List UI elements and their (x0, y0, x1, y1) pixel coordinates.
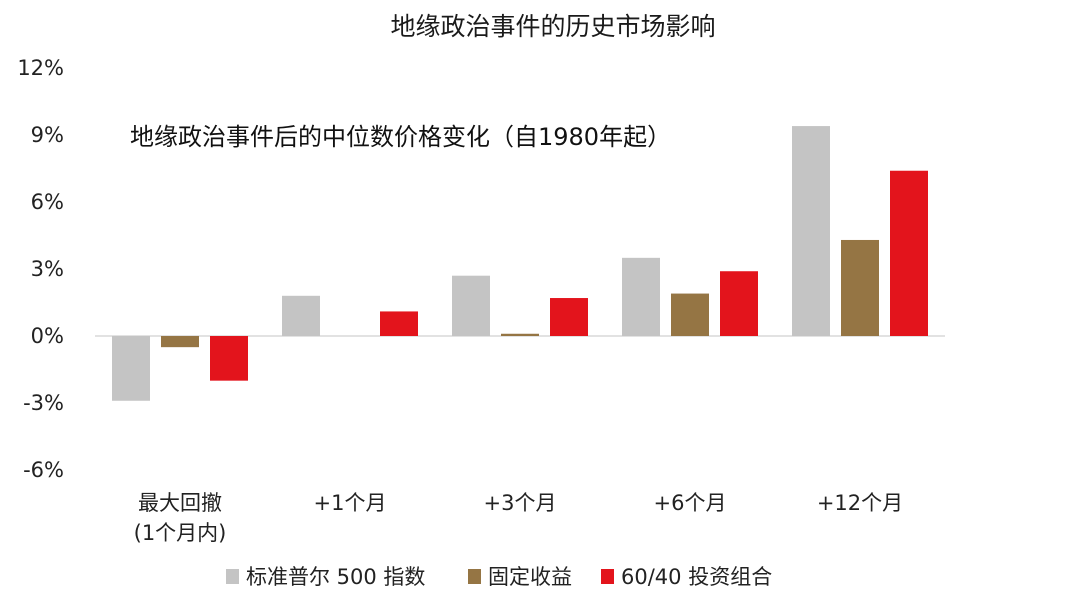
chart-title: 地缘政治事件的历史市场影响 (390, 12, 715, 41)
y-tick-label: -6% (23, 458, 64, 482)
chart-subtitle: 地缘政治事件后的中位数价格变化（自1980年起） (130, 123, 671, 151)
legend-label: 60/40 投资组合 (621, 565, 772, 589)
y-tick-label: 3% (31, 257, 64, 281)
bar-series-1-cat-0 (161, 336, 199, 348)
legend-swatch (226, 569, 239, 584)
x-category-label: +12个月 (817, 491, 903, 515)
bar-series-1-cat-2 (501, 333, 539, 336)
bar-series-1-cat-3 (671, 293, 709, 336)
legend-swatch (601, 569, 614, 584)
bar-series-1-cat-4 (841, 239, 879, 336)
x-category-label: +1个月 (314, 491, 387, 515)
bar-series-2-cat-0 (210, 336, 248, 381)
y-tick-label: 9% (31, 123, 64, 147)
bar-series-group (112, 126, 928, 401)
y-tick-label: -3% (23, 391, 64, 415)
bar-series-2-cat-2 (550, 298, 588, 336)
x-category-label: (1个月内) (134, 521, 227, 545)
y-tick-label: 12% (17, 56, 64, 80)
x-axis: 最大回撤 (1个月内) +1个月 +3个月 +6个月 +12个月 (134, 491, 904, 545)
legend-label: 固定收益 (488, 565, 572, 589)
x-category-label: +6个月 (654, 491, 727, 515)
y-tick-label: 6% (31, 190, 64, 214)
bar-series-0-cat-0 (112, 336, 150, 401)
bar-series-2-cat-4 (890, 170, 928, 336)
x-category-label: 最大回撤 (138, 491, 222, 515)
legend: 标准普尔 500 指数 固定收益 60/40 投资组合 (226, 565, 772, 589)
bar-series-0-cat-1 (282, 295, 320, 336)
bar-series-2-cat-3 (720, 271, 758, 336)
bar-series-0-cat-4 (792, 126, 830, 336)
bar-series-0-cat-2 (452, 275, 490, 336)
bar-series-0-cat-3 (622, 257, 660, 336)
legend-swatch (468, 569, 481, 584)
legend-label: 标准普尔 500 指数 (246, 565, 425, 589)
x-category-label: +3个月 (484, 491, 557, 515)
y-tick-label: 0% (31, 324, 64, 348)
bar-series-2-cat-1 (380, 311, 418, 336)
